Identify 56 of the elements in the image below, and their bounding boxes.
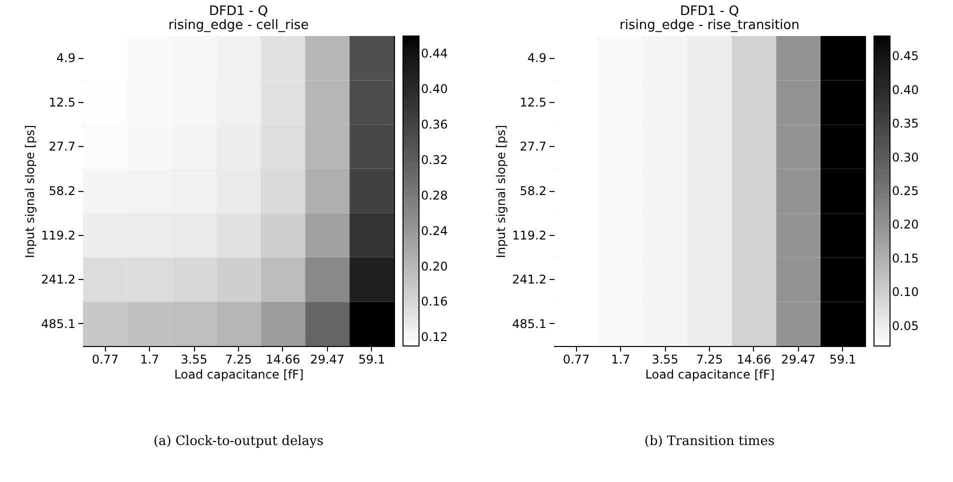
chart-title: DFD1 - Q <box>209 4 268 19</box>
color-bar-label: 0.12 <box>421 330 448 344</box>
y-tick-label: 27.7 <box>48 140 76 154</box>
color-bar-label: 0.40 <box>421 82 448 96</box>
x-tick-label: 3.55 <box>652 352 678 366</box>
chart-subtitle: rising_edge - cell_rise <box>168 18 309 33</box>
color-bar-label: 0.10 <box>892 285 919 300</box>
color-bar-label: 0.15 <box>892 251 919 266</box>
x-tick-label: 29.47 <box>310 352 345 366</box>
y-tick-label: 119.2 <box>41 228 76 242</box>
y-axis-title: Input signal slope [ps] <box>23 124 38 258</box>
color-bar-label: 0.16 <box>421 294 448 309</box>
text: (a) Clock-to-output delays <box>153 434 324 449</box>
color-bar-label: 0.20 <box>421 259 448 274</box>
y-tick-label: 241.2 <box>41 272 76 287</box>
x-tick-label: 59.1 <box>358 352 386 366</box>
y-tick-label: 4.9 <box>527 51 546 66</box>
x-tick-label: 1.7 <box>140 352 160 366</box>
x-tick-label: 7.25 <box>225 352 252 366</box>
y-tick-label: 241.2 <box>512 272 546 287</box>
color-bar-label: 0.36 <box>421 118 448 132</box>
color-bar-label: 0.24 <box>421 224 448 238</box>
color-bar-label: 0.44 <box>421 46 448 61</box>
x-tick-label: 3.55 <box>180 352 208 366</box>
x-tick-label: 0.77 <box>92 352 119 366</box>
y-tick-label: 4.9 <box>56 51 76 66</box>
color-bar-label: 0.05 <box>892 318 919 333</box>
x-tick-label: 1.7 <box>611 352 630 366</box>
text: (b) Transition times <box>644 434 775 449</box>
color-bar-label: 0.25 <box>892 184 919 198</box>
x-tick-label: 59.1 <box>829 352 856 366</box>
y-tick-label: 12.5 <box>48 95 76 110</box>
y-tick-label: 27.7 <box>520 140 546 154</box>
color-bar-label: 0.32 <box>421 153 448 167</box>
y-tick-label: 485.1 <box>41 316 76 331</box>
y-tick-label: 485.1 <box>512 316 546 331</box>
color-bar-label: 0.28 <box>421 188 448 202</box>
y-tick-label: 12.5 <box>520 95 546 110</box>
y-tick-label: 58.2 <box>520 184 546 198</box>
x-tick-label: 14.66 <box>736 352 772 366</box>
y-tick-label: 119.2 <box>512 228 546 242</box>
x-tick-label: 0.77 <box>562 352 590 366</box>
x-tick-label: 14.66 <box>266 352 300 366</box>
color-bar-label: 0.20 <box>892 218 919 232</box>
y-axis-title: Input signal slope [ps] <box>494 124 508 258</box>
x-tick-label: 29.47 <box>781 352 816 366</box>
color-bar-label: 0.35 <box>892 116 919 131</box>
color-bar-label: 0.40 <box>892 82 919 97</box>
chart-title: DFD1 - Q <box>680 4 739 19</box>
x-tick-label: 7.25 <box>696 352 723 366</box>
chart-subtitle: rising_edge - rise_transition <box>620 18 800 33</box>
y-tick-label: 58.2 <box>48 184 76 198</box>
x-axis-title: Load capacitance [fF] <box>645 368 775 382</box>
color-bar-label: 0.45 <box>892 49 919 64</box>
x-axis-title: Load capacitance [fF] <box>174 368 304 382</box>
color-bar-label: 0.30 <box>892 150 919 164</box>
